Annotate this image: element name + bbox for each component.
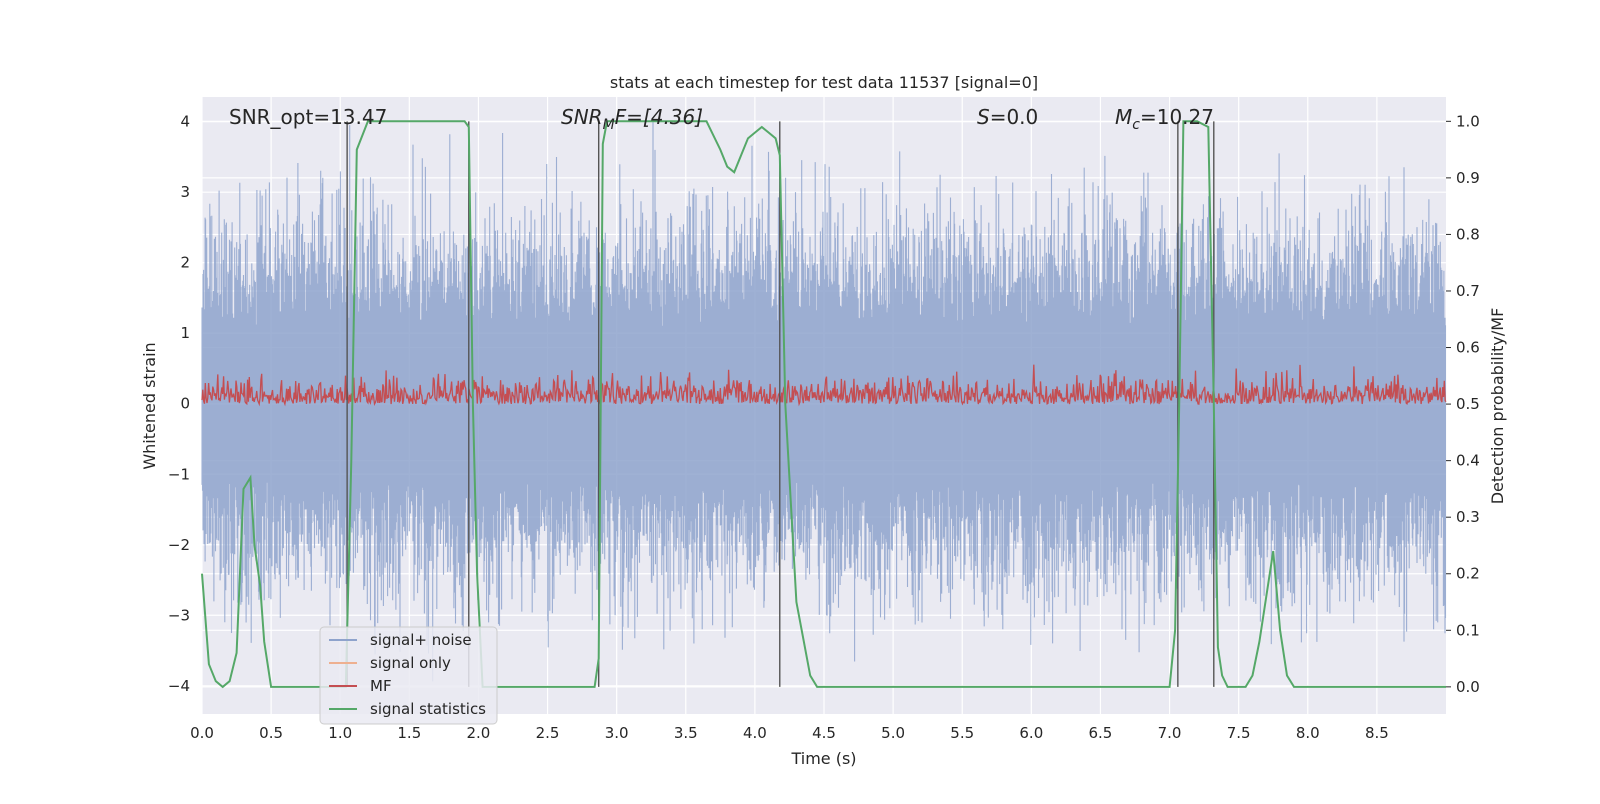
y-left-tick-label-0: −4 [168, 677, 190, 695]
x-axis-ticks: 0.0 0.5 1.0 1.5 2.0 2.5 3.0 3.5 4.0 4.5 5.0 5.5 6.0 6… [190, 724, 1389, 742]
legend-box [319, 626, 498, 725]
y-left-tick-label-1: −3 [168, 606, 190, 624]
y-right-tick-label-3: 0.3 [1456, 508, 1480, 526]
y-axis-right-ticks: 0.0 0.1 0.2 0.3 0.4 0.5 0.6 0.7 0.8 0.9 1.0 [1446, 112, 1480, 696]
signal-statistics-series [201, 120, 1446, 689]
y-right-tick-label-5: 0.5 [1456, 395, 1480, 413]
x-tick-label-4: 2.0 [467, 724, 491, 742]
x-tick-label-2: 1.0 [328, 724, 352, 742]
y-right-tick-label-8: 0.8 [1456, 225, 1480, 243]
y-left-tick-label-8: 4 [180, 113, 190, 131]
annotation-s: S=0.0 [977, 105, 1038, 129]
y-right-tick-label-1: 0.1 [1456, 621, 1480, 639]
x-tick-label-17: 8.5 [1365, 724, 1389, 742]
x-tick-label-13: 6.5 [1089, 724, 1113, 742]
x-tick-label-14: 7.0 [1158, 724, 1182, 742]
x-tick-label-12: 6.0 [1019, 724, 1043, 742]
y-right-tick-label-7: 0.7 [1456, 282, 1480, 300]
y-left-tick-label-7: 3 [180, 183, 190, 201]
y-right-tick-label-6: 0.6 [1456, 339, 1480, 357]
y-left-tick-label-4: 0 [180, 395, 190, 413]
x-axis-label: Time (s) [790, 749, 856, 768]
y-left-tick-label-2: −2 [168, 536, 190, 554]
legend-label-signal-noise: signal+ noise [370, 631, 472, 649]
y-axis-right-label: Detection probability/MF [1488, 308, 1507, 505]
annotation-snr-mf: SNRMF=[4.36] [561, 105, 703, 133]
mf-series [201, 364, 1447, 407]
y-right-tick-label-10: 1.0 [1456, 112, 1480, 130]
x-tick-label-10: 5.0 [881, 724, 905, 742]
x-tick-label-8: 4.0 [743, 724, 767, 742]
x-tick-label-0: 0.0 [190, 724, 214, 742]
x-tick-label-1: 0.5 [259, 724, 283, 742]
legend-label-signal-statistics: signal statistics [370, 700, 486, 718]
annotation-snr-opt: SNR_opt=13.47 [229, 105, 387, 129]
mf-path [201, 364, 1447, 407]
x-tick-label-3: 1.5 [397, 724, 421, 742]
y-axis-left-ticks: −4 −3 −2 −1 0 1 2 3 4 [168, 113, 190, 695]
y-right-tick-label-2: 0.2 [1456, 565, 1480, 583]
y-right-tick-label-4: 0.4 [1456, 452, 1480, 470]
y-left-tick-label-5: 1 [180, 324, 190, 342]
x-tick-label-7: 3.5 [674, 724, 698, 742]
x-tick-label-5: 2.5 [536, 724, 560, 742]
annotations: SNR_opt=13.47 SNRMF=[4.36] S=0.0 Mc=10.2… [229, 105, 1214, 133]
legend-label-signal-only: signal only [370, 654, 451, 672]
y-left-tick-label-6: 2 [180, 254, 190, 272]
y-right-tick-label-9: 0.9 [1456, 169, 1480, 187]
signal-statistics-path [201, 120, 1446, 689]
legend: signal+ noise signal only MF signal stat… [319, 626, 498, 725]
x-tick-label-9: 4.5 [812, 724, 836, 742]
x-tick-label-11: 5.5 [950, 724, 974, 742]
x-tick-label-16: 8.0 [1296, 724, 1320, 742]
x-tick-label-15: 7.5 [1227, 724, 1251, 742]
y-axis-left-label: Whitened strain [140, 342, 159, 469]
legend-label-mf: MF [370, 677, 392, 695]
y-right-tick-label-0: 0.0 [1456, 678, 1480, 696]
annotation-mc: Mc=10.27 [1115, 105, 1214, 133]
y-left-tick-label-3: −1 [168, 465, 190, 483]
x-tick-label-6: 3.0 [605, 724, 629, 742]
chart-title: stats at each timestep for test data 115… [610, 73, 1038, 92]
